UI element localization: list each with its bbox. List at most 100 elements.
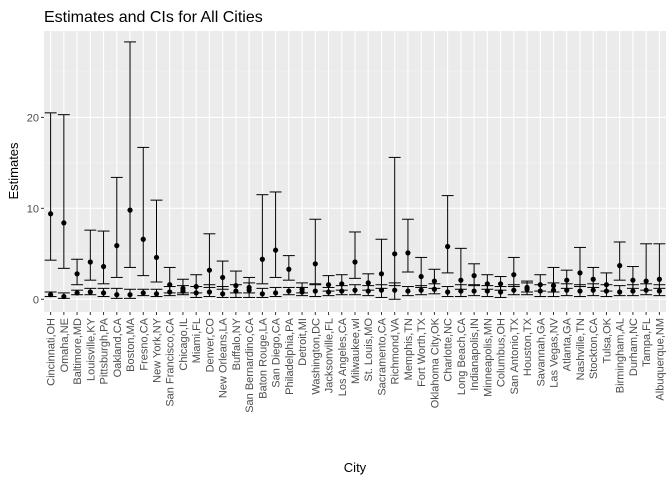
x-tick-label: Baltimore,MD xyxy=(72,318,84,385)
x-tick-label: Boston,MA xyxy=(125,317,137,371)
estimate-point xyxy=(365,288,371,294)
estimate-point xyxy=(497,289,504,295)
estimate-point xyxy=(325,282,332,288)
x-tick-label: Baton Rouge,LA xyxy=(257,317,269,398)
estimate-point xyxy=(339,288,345,294)
x-tick-label: Charlotte,NC xyxy=(443,318,455,382)
x-tick-label: San Bernardino,CA xyxy=(244,317,256,412)
x-tick-label: Buffalo,NY xyxy=(231,317,243,370)
estimate-point xyxy=(431,278,438,284)
chart-title: Estimates and CIs for All Cities xyxy=(44,9,263,26)
estimate-point xyxy=(100,290,107,296)
estimate-point xyxy=(378,271,385,277)
estimate-point xyxy=(286,288,292,294)
x-tick-label: Birmingham,AL xyxy=(615,318,627,393)
estimate-point xyxy=(206,267,213,273)
estimate-point xyxy=(61,220,67,226)
x-tick-label: Cincinnati,OH xyxy=(46,318,58,386)
estimate-point xyxy=(246,287,252,293)
estimate-point xyxy=(537,288,543,294)
estimate-point xyxy=(48,292,54,298)
estimate-point xyxy=(140,236,146,242)
estimate-point xyxy=(127,207,133,213)
estimate-point xyxy=(100,263,107,270)
x-tick-label: Louisville,KY xyxy=(85,317,97,381)
x-tick-label: Columbus,OH xyxy=(496,318,508,387)
x-tick-label: San Francisco,CA xyxy=(165,317,177,406)
estimate-point xyxy=(630,288,636,294)
x-tick-label: Minneapolis,MN xyxy=(482,318,494,397)
estimate-point xyxy=(418,287,424,293)
estimate-point xyxy=(180,288,186,294)
estimate-point xyxy=(445,243,451,250)
x-tick-label: New York,NY xyxy=(151,317,163,382)
y-tick-label: 20 xyxy=(27,112,39,124)
x-tick-label: Long Beach,CA xyxy=(456,317,468,395)
x-axis-title: City xyxy=(344,460,367,475)
estimate-point xyxy=(603,288,610,294)
estimate-point xyxy=(564,277,570,283)
estimate-point xyxy=(418,273,424,280)
x-tick-label: Chicago,IL xyxy=(178,318,190,371)
x-tick-label: Detroit,MI xyxy=(297,318,309,366)
x-tick-label: Houston,TX xyxy=(522,317,534,376)
estimate-point xyxy=(153,291,160,297)
x-tick-label: Milwaukee,wI xyxy=(350,318,362,384)
estimate-point xyxy=(259,291,265,297)
estimate-point xyxy=(577,270,583,276)
x-tick-label: Sacramento,CA xyxy=(376,317,388,395)
estimate-point xyxy=(206,289,213,295)
estimate-point xyxy=(590,276,596,282)
estimate-point xyxy=(458,288,464,294)
estimate-point xyxy=(312,288,318,294)
estimate-point xyxy=(233,288,239,294)
estimate-point xyxy=(286,266,292,272)
estimate-point xyxy=(352,287,358,293)
x-axis: Cincinnati,OH Omaha,NE Baltimore,MD Louisvi… xyxy=(46,312,666,413)
estimate-point xyxy=(484,281,490,287)
x-tick-label: St. Louis,MO xyxy=(363,318,375,382)
estimate-point xyxy=(74,271,80,277)
x-tick-label: San Diego,CA xyxy=(271,317,283,387)
x-tick-label: Pittsburgh,PA xyxy=(99,317,111,384)
x-tick-label: New Orleans,LA xyxy=(218,317,230,398)
estimate-point xyxy=(617,289,623,295)
estimate-point xyxy=(405,288,411,294)
x-tick-label: Tampa,FL xyxy=(641,318,653,367)
estimate-point xyxy=(392,251,398,257)
estimate-point xyxy=(299,289,305,295)
estimate-point xyxy=(220,291,226,297)
estimate-point xyxy=(339,281,345,287)
y-axis: 0 10 20 xyxy=(27,112,44,306)
estimate-point xyxy=(405,250,411,256)
estimate-point xyxy=(114,292,120,298)
x-tick-label: Las Vegas,NV xyxy=(549,317,561,387)
estimate-point xyxy=(220,274,226,281)
estimate-point xyxy=(431,286,438,292)
estimate-point xyxy=(140,290,146,296)
estimate-point xyxy=(445,289,451,295)
estimate-point xyxy=(127,292,133,298)
x-tick-label: Denver,CO xyxy=(204,318,216,373)
estimate-point xyxy=(550,287,557,293)
estimate-point xyxy=(259,256,265,262)
estimate-point xyxy=(378,287,385,293)
x-tick-label: Stockton,CA xyxy=(588,317,600,379)
marks xyxy=(44,41,666,300)
estimate-point xyxy=(167,282,173,288)
estimate-point xyxy=(87,259,93,265)
estimate-point xyxy=(471,288,477,294)
x-tick-label: Atlanta,GA xyxy=(562,317,574,371)
estimate-point xyxy=(193,290,199,296)
x-tick-label: Fort Worth,TX xyxy=(416,317,428,387)
x-tick-label: Los Angeles,CA xyxy=(337,317,349,396)
x-tick-label: Richmond,VA xyxy=(390,317,402,384)
estimate-point xyxy=(272,290,279,296)
x-tick-label: Jacksonville,FL xyxy=(324,318,336,393)
estimate-point xyxy=(87,289,93,295)
estimate-point xyxy=(590,287,596,293)
estimate-point xyxy=(61,293,67,300)
estimate-point xyxy=(630,277,636,283)
x-tick-label: Tulsa,OK xyxy=(601,317,613,363)
x-tick-label: Omaha,NE xyxy=(59,318,71,372)
